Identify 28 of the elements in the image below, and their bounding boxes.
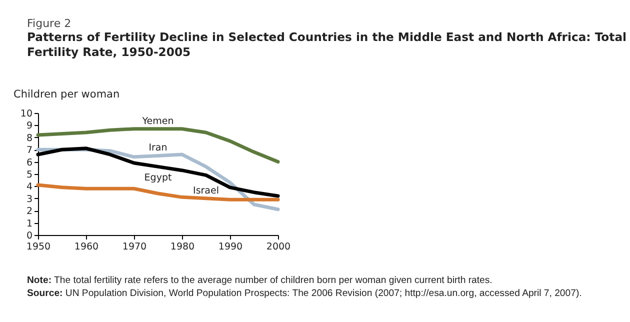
y-axis-title: Children per woman	[14, 88, 120, 100]
x-tick-label: 1980	[170, 242, 195, 252]
series-label: Iran	[148, 142, 168, 154]
y-tick-label: 6	[26, 157, 32, 168]
y-tick-label: 8	[26, 132, 32, 144]
y-tick-label: 9	[26, 120, 32, 132]
series-label: Israel	[193, 185, 219, 196]
x-tick-label: 1990	[218, 242, 243, 252]
y-tick-label: 10	[20, 108, 32, 120]
series-label: Egypt	[144, 172, 172, 184]
line-series	[36, 183, 280, 202]
y-tick-label: 2	[26, 206, 32, 218]
text: Patterns of Fertility Decline in Selected Countries in the Middle East and North Africa: Total Fertility Rate, 1950-2005	[27, 30, 627, 60]
y-tick-label: 1	[26, 218, 32, 230]
x-tick-label: 2000	[266, 242, 291, 252]
y-tick-label: 3	[26, 194, 32, 205]
y-tick-label: 4	[26, 182, 32, 193]
x-tick-label: 1950	[26, 242, 51, 252]
x-tick-label: 1970	[122, 242, 147, 252]
chart-subtitle: Figure 2	[27, 17, 72, 30]
line-series	[36, 127, 280, 164]
series-label: Yemen	[141, 116, 174, 127]
y-tick-label: 5	[26, 170, 32, 180]
y-tick-label: 0	[26, 230, 32, 242]
text: Note: The total fertility rate refers to the average number of children born per woman given current birth rates.	[27, 274, 494, 287]
x-tick-label: 1960	[74, 242, 99, 252]
y-tick-label: 7	[26, 145, 32, 156]
source-note: Source: UN Population Division, World Population Prospects: The 2006 Revision (2007; http://esa.un.org, accessed April 7, 2007).	[27, 287, 583, 300]
